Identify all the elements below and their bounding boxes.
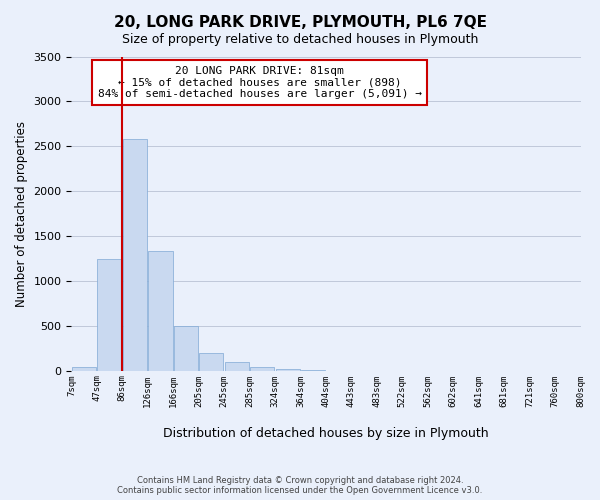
Text: 641sqm: 641sqm (474, 374, 483, 407)
Bar (123, 140, 147, 372)
Bar (225, 362, 249, 372)
Text: Size of property relative to detached houses in Plymouth: Size of property relative to detached ho… (122, 32, 478, 46)
Text: 562sqm: 562sqm (423, 374, 432, 407)
Text: 20, LONG PARK DRIVE, PLYMOUTH, PL6 7QE: 20, LONG PARK DRIVE, PLYMOUTH, PL6 7QE (113, 15, 487, 30)
Text: 443sqm: 443sqm (347, 374, 356, 407)
Text: 721sqm: 721sqm (525, 374, 534, 407)
Text: 522sqm: 522sqm (398, 374, 407, 407)
Bar (275, 368, 300, 372)
Text: 20 LONG PARK DRIVE: 81sqm
← 15% of detached houses are smaller (898)
84% of semi: 20 LONG PARK DRIVE: 81sqm ← 15% of detac… (98, 66, 422, 99)
Bar (250, 367, 274, 372)
Bar (72, 367, 96, 372)
Text: 483sqm: 483sqm (373, 374, 382, 407)
Text: 166sqm: 166sqm (169, 374, 178, 407)
Bar (174, 326, 198, 372)
Y-axis label: Number of detached properties: Number of detached properties (15, 121, 28, 307)
Text: 47sqm: 47sqm (92, 374, 101, 402)
Bar (97, 259, 122, 372)
Text: Contains HM Land Registry data © Crown copyright and database right 2024.
Contai: Contains HM Land Registry data © Crown c… (118, 476, 482, 495)
Text: 126sqm: 126sqm (143, 374, 152, 407)
Text: 86sqm: 86sqm (118, 374, 127, 402)
Text: 324sqm: 324sqm (271, 374, 280, 407)
Text: 364sqm: 364sqm (296, 374, 305, 407)
Text: 285sqm: 285sqm (245, 374, 254, 407)
Text: 800sqm: 800sqm (576, 374, 585, 407)
Text: 681sqm: 681sqm (500, 374, 509, 407)
Text: 760sqm: 760sqm (551, 374, 560, 407)
Text: 404sqm: 404sqm (322, 374, 331, 407)
Text: 245sqm: 245sqm (220, 374, 229, 407)
Text: 205sqm: 205sqm (194, 374, 203, 407)
Bar (301, 370, 325, 372)
Bar (199, 354, 223, 372)
X-axis label: Distribution of detached houses by size in Plymouth: Distribution of detached houses by size … (163, 427, 489, 440)
Bar (148, 251, 173, 372)
Text: 602sqm: 602sqm (449, 374, 458, 407)
Bar (326, 370, 351, 372)
Text: 7sqm: 7sqm (67, 374, 76, 396)
